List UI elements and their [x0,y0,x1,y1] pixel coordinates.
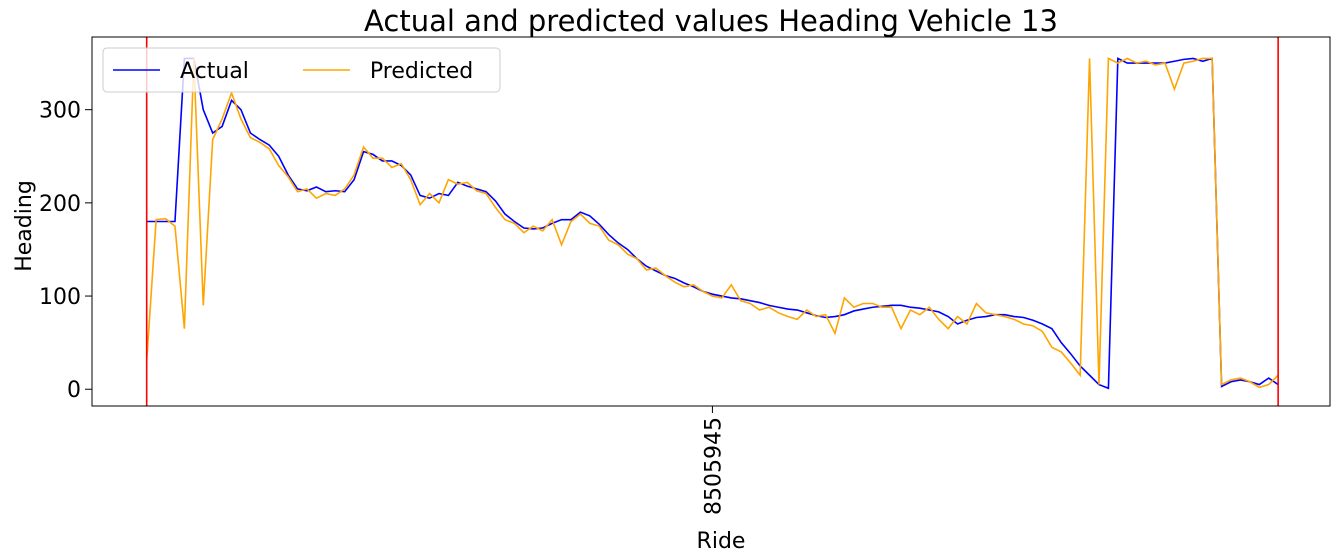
legend-label: Predicted [370,59,473,84]
series-line [146,57,1279,390]
legend-label: Actual [180,59,249,84]
series-line [145,57,1279,389]
chart-title: Actual and predicted values Heading Vehi… [364,4,1058,38]
y-tick-label: 0 [67,378,81,403]
y-axis-label: Heading [12,180,37,272]
y-tick-label: 300 [39,99,81,124]
y-tick-label: 100 [39,285,81,310]
legend-box [102,47,501,93]
x-tick-label: 8505945 [701,417,726,515]
y-tick-label: 200 [39,192,81,217]
plot-frame [91,36,1331,407]
x-axis-label: Ride [697,529,746,554]
